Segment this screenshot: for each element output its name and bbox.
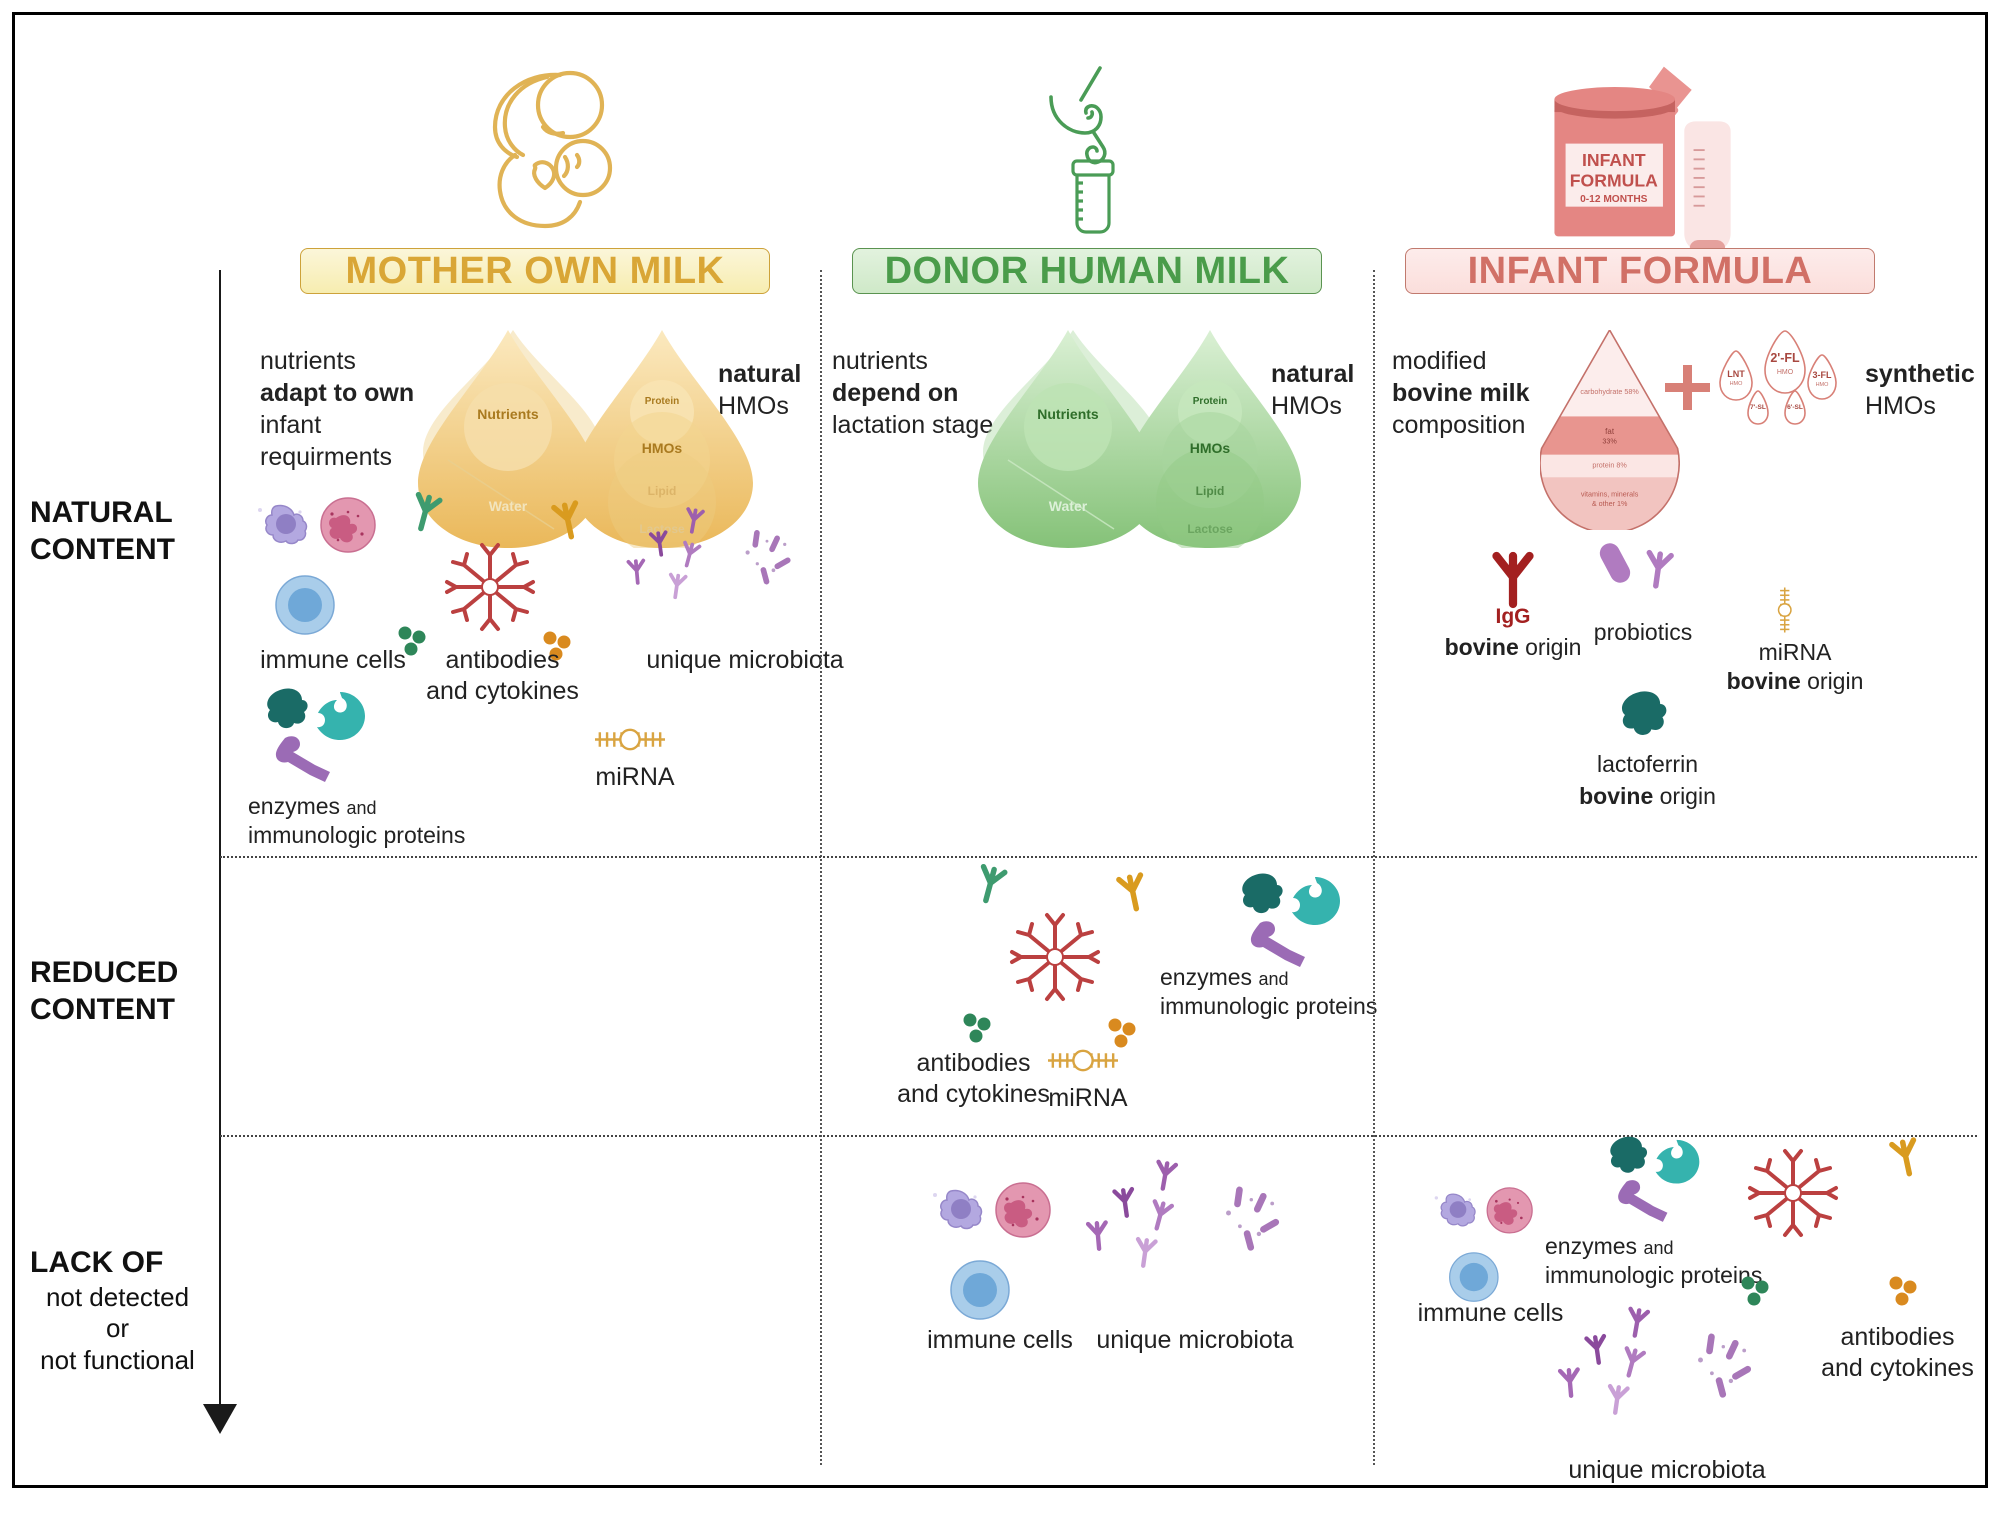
svg-text:Water: Water [1049,498,1088,514]
svg-text:Lipid: Lipid [648,484,677,498]
svg-text:& other 1%: & other 1% [1592,499,1628,508]
svg-text:Nutrients: Nutrients [477,406,539,422]
svg-text:Lipid: Lipid [1196,484,1225,498]
svg-text:HMOs: HMOs [642,440,683,456]
svg-text:Protein: Protein [1193,396,1227,407]
svg-text:7'-SL: 7'-SL [1750,404,1766,411]
svg-text:33%: 33% [1602,437,1617,446]
svg-text:HMOs: HMOs [1190,440,1231,456]
svg-text:INFANT: INFANT [1582,150,1646,170]
svg-text:FORMULA: FORMULA [1570,170,1658,190]
svg-text:3-FL: 3-FL [1813,370,1833,380]
svg-text:Lactose: Lactose [1187,522,1233,536]
svg-text:fat: fat [1605,427,1615,436]
svg-text:6'-SL: 6'-SL [1787,404,1803,411]
svg-text:HMO: HMO [1730,381,1744,387]
svg-text:HMO: HMO [1777,369,1794,376]
svg-text:2'-FL: 2'-FL [1770,351,1800,365]
svg-text:vitamins, minerals: vitamins, minerals [1581,489,1639,498]
svg-text:LNT: LNT [1727,369,1745,379]
svg-text:Protein: Protein [645,396,679,407]
svg-text:Nutrients: Nutrients [1037,406,1099,422]
svg-text:protein 8%: protein 8% [1592,461,1627,470]
svg-text:HMO: HMO [1816,382,1830,388]
svg-text:carbohydrate 58%: carbohydrate 58% [1580,387,1639,396]
svg-text:0-12 MONTHS: 0-12 MONTHS [1580,194,1648,205]
